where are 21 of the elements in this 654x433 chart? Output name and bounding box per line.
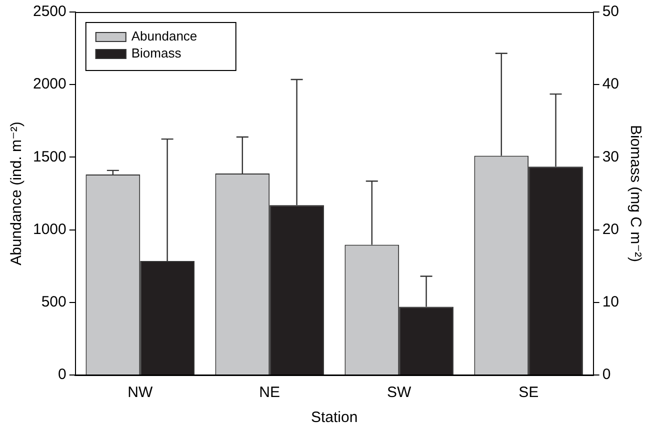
y-tick-label: 2500 bbox=[32, 3, 66, 20]
y2-tick-label: 30 bbox=[602, 148, 620, 166]
y2-tick-label: 0 bbox=[602, 366, 611, 384]
y2-tick-label: 20 bbox=[602, 220, 620, 238]
x-tick-label: NE bbox=[259, 384, 280, 402]
y-tick-label: 0 bbox=[58, 366, 66, 384]
y-axis-title: Abundance (ind. m⁻²) bbox=[8, 122, 26, 266]
y-tick-label: 500 bbox=[41, 294, 66, 311]
y2-tick-label: 10 bbox=[602, 294, 620, 311]
legend-label: Biomass bbox=[131, 46, 182, 61]
y2-tick-label: 50 bbox=[602, 3, 620, 20]
x-tick-label: NW bbox=[128, 384, 154, 402]
y-tick-label: 1500 bbox=[32, 148, 66, 166]
y2-axis-title: Biomass (mg C m⁻²) bbox=[626, 124, 644, 262]
y-tick-label: 1000 bbox=[32, 220, 66, 238]
y2-tick-label: 40 bbox=[602, 76, 620, 93]
x-tick-label: SE bbox=[518, 384, 539, 402]
x-tick-label: SW bbox=[387, 384, 412, 402]
y-tick-label: 2000 bbox=[32, 76, 66, 93]
legend-label: Abundance bbox=[131, 28, 198, 44]
x-axis-title: Station bbox=[310, 409, 358, 426]
